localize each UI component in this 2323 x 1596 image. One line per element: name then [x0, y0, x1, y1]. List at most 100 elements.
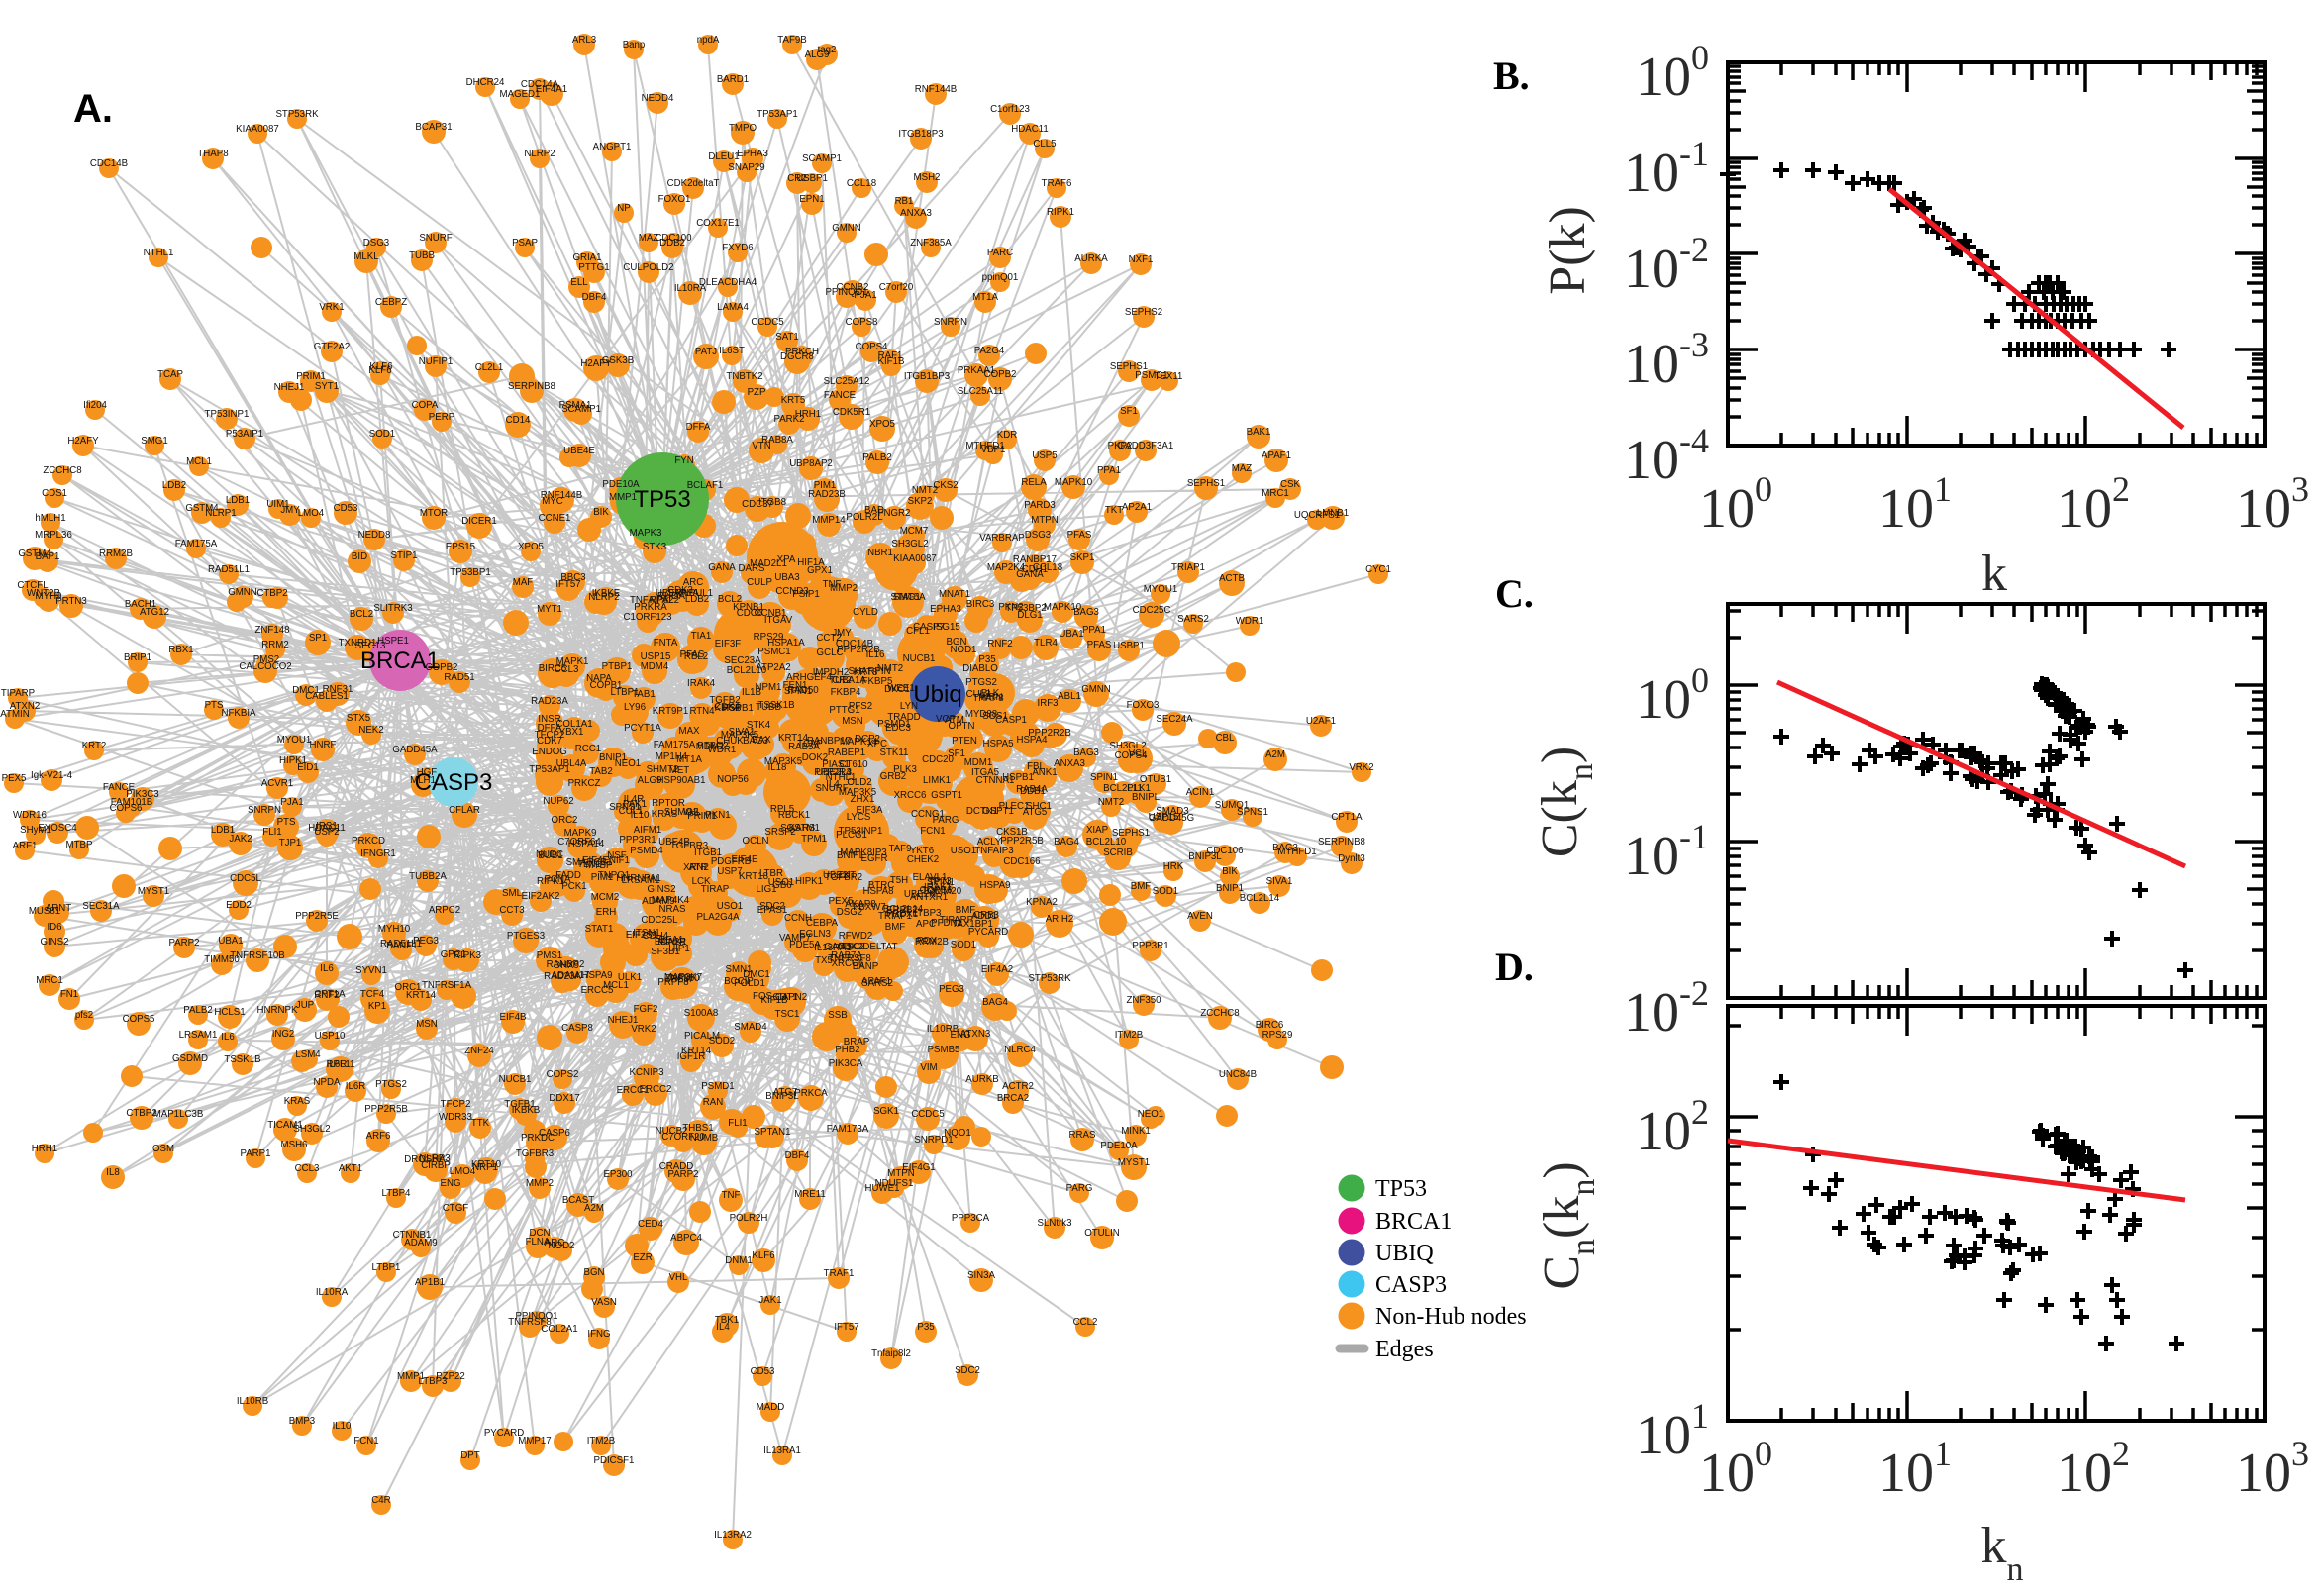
svg-text:Tnfaip8l2: Tnfaip8l2	[871, 1348, 911, 1359]
svg-text:CT610: CT610	[839, 759, 868, 770]
svg-text:CKS2: CKS2	[933, 480, 958, 491]
svg-text:PRIM1: PRIM1	[296, 371, 326, 382]
svg-text:NRP1: NRP1	[472, 1162, 498, 1173]
svg-text:DBF4: DBF4	[785, 1150, 810, 1161]
svg-text:ID6: ID6	[47, 922, 61, 933]
svg-text:ADD1: ADD1	[971, 911, 997, 922]
svg-text:ELAVL1: ELAVL1	[913, 872, 948, 883]
svg-text:CDC14B: CDC14B	[90, 158, 128, 169]
svg-text:PTGS2: PTGS2	[965, 677, 997, 688]
svg-text:CDC20: CDC20	[922, 754, 954, 765]
svg-text:LTBP1: LTBP1	[611, 687, 640, 698]
svg-text:MAGED1: MAGED1	[500, 89, 541, 100]
svg-text:BCL2L14: BCL2L14	[883, 904, 924, 915]
svg-text:COPB2: COPB2	[426, 662, 458, 673]
svg-text:SLITRK3: SLITRK3	[373, 603, 412, 614]
svg-text:SOD1: SOD1	[1153, 886, 1178, 897]
svg-text:NPDA: NPDA	[314, 1077, 341, 1088]
svg-text:HSPB1: HSPB1	[1002, 772, 1034, 783]
svg-text:PFAS: PFAS	[680, 649, 705, 660]
svg-text:HSPA9: HSPA9	[581, 970, 612, 981]
svg-text:CDC14A: CDC14A	[521, 79, 559, 90]
svg-text:IL4: IL4	[716, 1322, 730, 1333]
svg-text:RAD51: RAD51	[444, 672, 474, 683]
svg-text:k: k	[1981, 546, 2007, 602]
svg-text:DIABLO: DIABLO	[962, 663, 998, 674]
svg-text:FCN1: FCN1	[920, 826, 945, 837]
svg-text:SHARPIN: SHARPIN	[848, 666, 890, 677]
svg-text:C1ORF123: C1ORF123	[624, 612, 672, 623]
svg-text:GB6: GB6	[772, 880, 791, 891]
svg-text:SIVA1: SIVA1	[1266, 876, 1293, 887]
svg-text:BIK: BIK	[1222, 866, 1238, 877]
svg-text:MUS81: MUS81	[29, 906, 60, 917]
svg-text:CDH4: CDH4	[643, 931, 669, 942]
svg-text:RRM2B: RRM2B	[915, 937, 949, 948]
svg-text:TIPARP: TIPARP	[1, 688, 35, 699]
svg-text:PEX5: PEX5	[2, 773, 27, 784]
svg-text:IL10RB: IL10RB	[237, 1396, 268, 1407]
svg-text:PTTG1: PTTG1	[578, 262, 609, 273]
svg-text:RDX: RDX	[917, 936, 938, 947]
svg-text:C7ORF20: C7ORF20	[661, 1132, 705, 1143]
svg-text:SEPHS1: SEPHS1	[1187, 478, 1225, 489]
svg-text:TSC2: TSC2	[841, 942, 865, 952]
svg-text:BMF: BMF	[885, 922, 906, 933]
svg-text:PPP2R4: PPP2R4	[814, 767, 852, 778]
svg-text:PALB2: PALB2	[183, 1005, 212, 1016]
svg-text:PTGS2: PTGS2	[375, 1079, 407, 1090]
svg-text:ppinQ01: ppinQ01	[982, 272, 1019, 283]
svg-text:TKT: TKT	[1105, 505, 1123, 516]
svg-text:PJA1: PJA1	[854, 290, 876, 301]
svg-text:HSP90AB1: HSP90AB1	[656, 775, 705, 786]
svg-text:BAG4: BAG4	[982, 997, 1008, 1008]
svg-text:THBS1: THBS1	[682, 1123, 713, 1134]
svg-text:IL16: IL16	[866, 649, 885, 660]
svg-text:AP2A1: AP2A1	[1122, 502, 1152, 513]
svg-text:TIRAP: TIRAP	[701, 884, 730, 895]
svg-text:MAPK1: MAPK1	[556, 656, 589, 667]
svg-text:RABEP1: RABEP1	[828, 748, 865, 758]
svg-text:CYC1: CYC1	[1365, 564, 1391, 575]
svg-text:npdA: npdA	[697, 35, 720, 46]
svg-text:ALG9: ALG9	[805, 50, 830, 60]
svg-text:TSSK1B: TSSK1B	[224, 1054, 260, 1065]
svg-text:SH3GL2: SH3GL2	[293, 1124, 330, 1135]
svg-text:AURKB: AURKB	[965, 1074, 998, 1085]
svg-text:SH3GL2: SH3GL2	[1109, 741, 1146, 751]
svg-text:ITGAV: ITGAV	[764, 615, 793, 626]
svg-text:RRM2: RRM2	[261, 640, 288, 650]
svg-text:LDB2: LDB2	[162, 480, 186, 491]
svg-text:ARC: ARC	[683, 577, 703, 588]
svg-text:COX17E1: COX17E1	[696, 218, 740, 229]
svg-text:RAN: RAN	[703, 1097, 723, 1108]
svg-text:NEO1: NEO1	[615, 758, 641, 769]
svg-text:SOD1: SOD1	[369, 429, 395, 440]
svg-text:DROSHA: DROSHA	[404, 1154, 446, 1165]
svg-text:MAP2K4: MAP2K4	[987, 562, 1026, 573]
svg-text:COPS2: COPS2	[547, 1069, 579, 1080]
svg-text:PKN1: PKN1	[705, 810, 730, 821]
svg-text:BAG3: BAG3	[1073, 607, 1099, 618]
svg-text:MYC: MYC	[542, 496, 563, 507]
svg-text:MAP3K7: MAP3K7	[664, 972, 702, 983]
svg-text:MRC1: MRC1	[1262, 488, 1288, 499]
svg-text:NEK2: NEK2	[358, 725, 383, 736]
svg-text:CUL1: CUL1	[619, 806, 644, 817]
svg-text:EEA1: EEA1	[659, 935, 684, 946]
svg-text:BAD: BAD	[864, 505, 884, 516]
svg-text:DFFA: DFFA	[686, 422, 711, 433]
svg-text:IFT57: IFT57	[556, 579, 580, 590]
svg-text:TGFBR2: TGFBR2	[825, 872, 862, 883]
svg-text:APC: APC	[916, 919, 936, 930]
svg-text:DARS: DARS	[739, 563, 765, 574]
svg-text:SPNS1: SPNS1	[609, 802, 641, 813]
svg-text:PPINQO1: PPINQO1	[515, 1311, 557, 1322]
svg-text:MSH2: MSH2	[914, 172, 941, 183]
svg-text:SYT1: SYT1	[315, 381, 339, 392]
svg-text:RB1: RB1	[895, 196, 914, 207]
svg-text:MYH10: MYH10	[378, 924, 411, 935]
svg-text:BRAP: BRAP	[844, 1037, 869, 1047]
svg-text:TNPO1: TNPO1	[598, 870, 630, 881]
svg-text:FXYD6: FXYD6	[722, 243, 753, 253]
